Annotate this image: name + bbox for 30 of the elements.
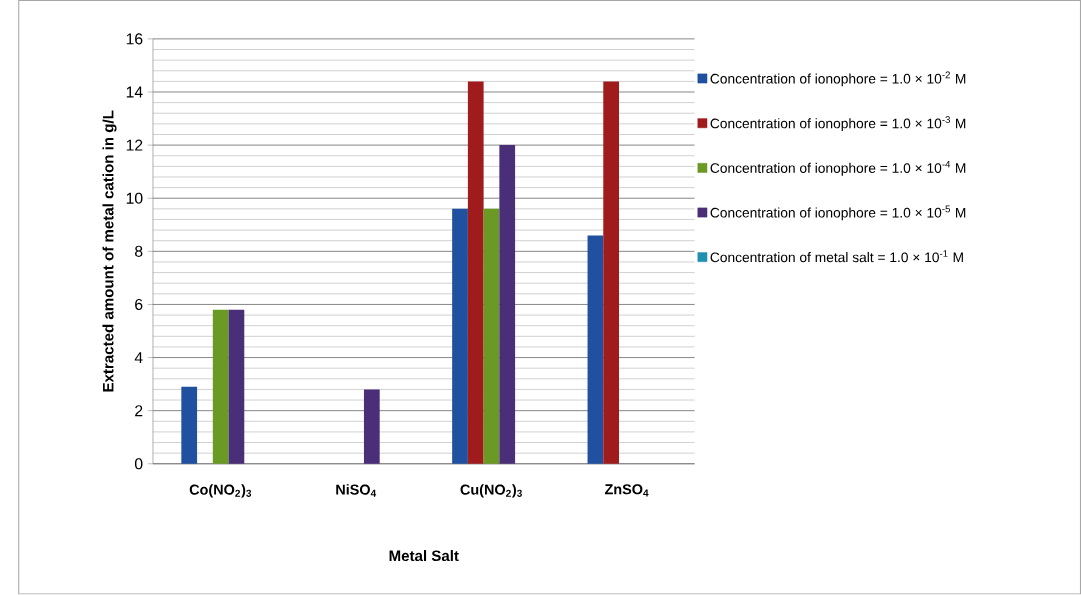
bar (228, 309, 245, 464)
y-tick-label: 16 (126, 33, 143, 45)
bar (212, 309, 229, 464)
legend-label: Concentration of ionophore = 1.0 × 10$^{-5}$ M (710, 205, 966, 221)
y-tick-label: 6 (135, 299, 143, 311)
bar (181, 386, 198, 464)
y-tick-label: 12 (126, 139, 143, 151)
bar (483, 209, 500, 464)
bar (363, 389, 380, 464)
bar (467, 81, 484, 464)
legend-label: Concentration of metal salt = 1.0 × 10$^{-1}$ M (710, 250, 963, 263)
legend-label: Concentration of ionophore = 1.0 × 10$^{-2}$ M (710, 71, 966, 87)
bar (603, 81, 620, 464)
x-tick-label: Co(NO$_{2}$)$_{3}$ (189, 484, 252, 498)
bar (587, 235, 604, 464)
y-tick-label: 8 (135, 245, 143, 258)
bar (452, 209, 468, 464)
x-tick-label: ZnSO$_{4}$ (604, 484, 649, 497)
legend-label: Concentration of ionophore = 1.0 × 10$^{-3}$ M (710, 116, 966, 132)
x-tick-label: Cu(NO$_{2}$)$_{3}$ (460, 484, 522, 498)
x-axis-title: Metal Salt (389, 550, 459, 562)
legend-label: Concentration of ionophore = 1.0 × 10$^{-4}$ M (710, 161, 966, 176)
y-tick-label: 4 (134, 352, 143, 364)
y-tick-label: 2 (135, 405, 143, 417)
y-tick-label: 0 (134, 458, 143, 470)
x-tick-label: NiSO$_{4}$ (336, 484, 377, 497)
y-tick-label: 10 (126, 192, 143, 204)
bar (499, 145, 516, 464)
y-tick-label: 14 (126, 86, 143, 98)
y-axis-title: Extracted amount of metal cation in g/L (102, 110, 117, 392)
